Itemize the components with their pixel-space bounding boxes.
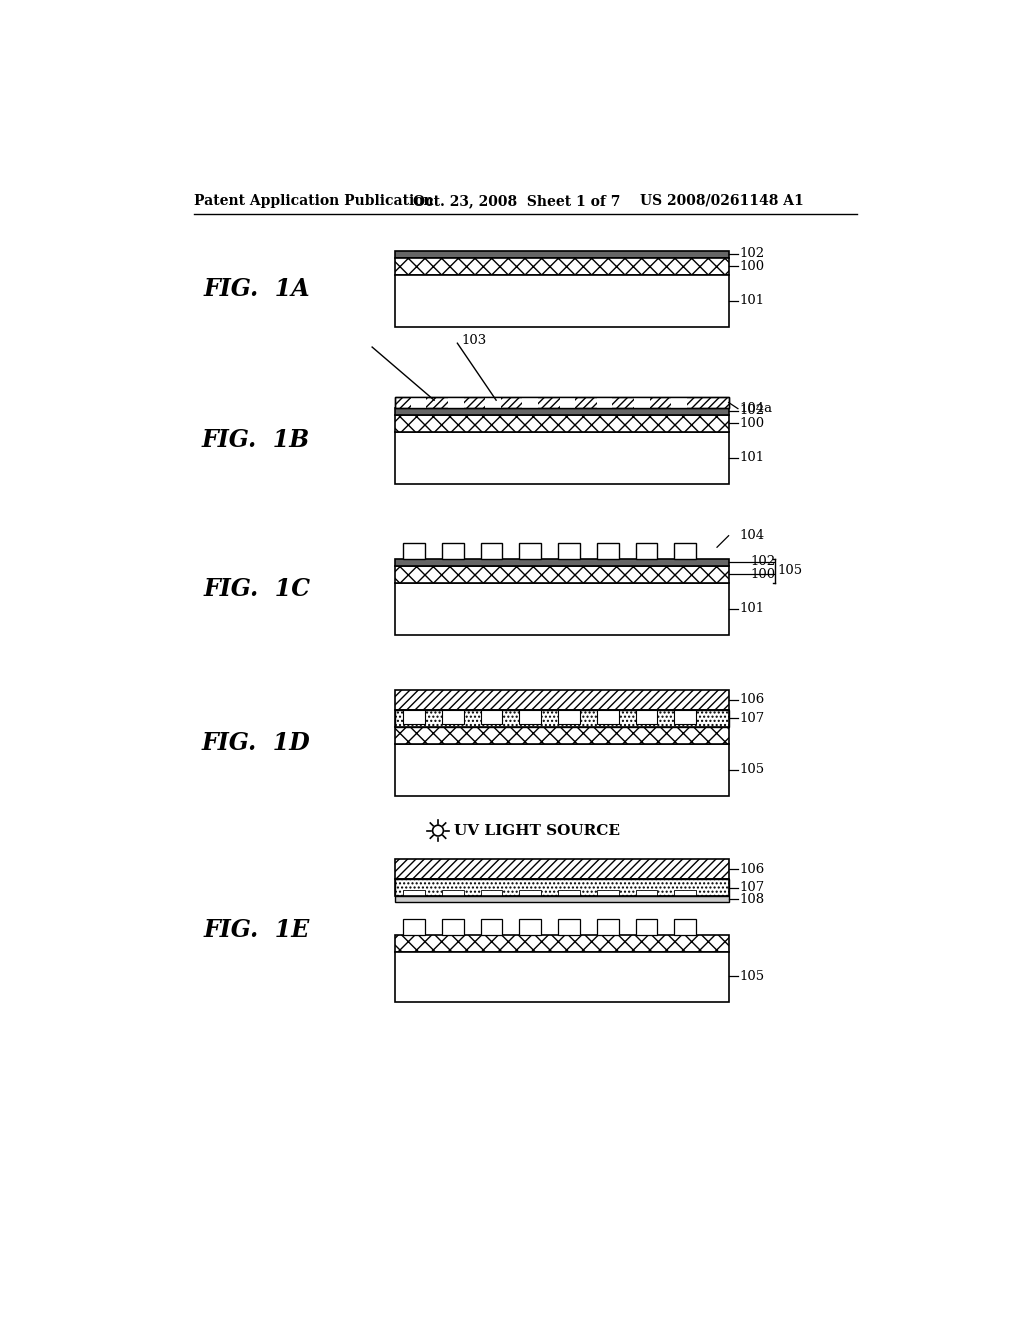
Bar xyxy=(558,890,580,896)
Text: 105: 105 xyxy=(739,763,765,776)
Bar xyxy=(395,582,729,635)
Text: 102: 102 xyxy=(739,247,765,260)
Text: Oct. 23, 2008  Sheet 1 of 7: Oct. 23, 2008 Sheet 1 of 7 xyxy=(414,194,621,207)
Bar xyxy=(636,919,657,935)
Bar xyxy=(558,919,580,935)
Bar xyxy=(395,251,729,257)
Bar xyxy=(597,919,618,935)
Text: FIG.  1D: FIG. 1D xyxy=(202,731,310,755)
Bar xyxy=(395,566,729,582)
Bar xyxy=(395,710,729,726)
Bar xyxy=(403,710,425,723)
Text: 104a: 104a xyxy=(739,403,772,416)
Bar xyxy=(675,544,696,558)
Bar xyxy=(395,743,729,796)
Text: FIG.  1E: FIG. 1E xyxy=(204,917,310,942)
Bar xyxy=(395,896,729,903)
Bar xyxy=(395,935,729,952)
Bar xyxy=(395,689,729,710)
Bar xyxy=(395,859,729,879)
Bar xyxy=(480,710,503,723)
Bar xyxy=(558,710,580,723)
Bar xyxy=(395,275,729,327)
Text: Patent Application Publication: Patent Application Publication xyxy=(194,194,433,207)
Bar xyxy=(522,397,538,408)
Bar xyxy=(411,397,426,408)
Bar xyxy=(519,919,541,935)
Text: 101: 101 xyxy=(739,294,765,308)
Bar xyxy=(485,397,501,408)
Text: 100: 100 xyxy=(739,260,765,273)
Bar xyxy=(597,544,618,558)
Bar xyxy=(636,544,657,558)
Bar xyxy=(395,710,729,726)
Bar xyxy=(636,890,657,896)
Bar xyxy=(597,710,618,723)
Bar xyxy=(442,544,464,558)
Bar xyxy=(634,397,649,408)
Text: 107: 107 xyxy=(739,880,765,894)
Text: UV LIGHT SOURCE: UV LIGHT SOURCE xyxy=(454,824,620,838)
Bar xyxy=(395,414,729,432)
Text: 107: 107 xyxy=(739,711,765,725)
Text: 101: 101 xyxy=(739,451,765,465)
Bar xyxy=(395,879,729,896)
Bar xyxy=(403,890,425,896)
Text: 102: 102 xyxy=(751,556,775,569)
Text: 100: 100 xyxy=(751,568,775,581)
Text: 108: 108 xyxy=(739,892,765,906)
Text: US 2008/0261148 A1: US 2008/0261148 A1 xyxy=(640,194,803,207)
Text: 105: 105 xyxy=(739,970,765,982)
Text: 100: 100 xyxy=(739,417,765,430)
Bar xyxy=(395,397,729,408)
Bar xyxy=(480,544,503,558)
Text: 102: 102 xyxy=(739,404,765,417)
Bar xyxy=(558,544,580,558)
Bar xyxy=(395,726,729,743)
Text: FIG.  1B: FIG. 1B xyxy=(202,428,310,453)
Bar xyxy=(395,952,729,1002)
Bar xyxy=(395,257,729,275)
Bar xyxy=(395,408,729,414)
Bar xyxy=(442,919,464,935)
Bar xyxy=(675,919,696,935)
Bar xyxy=(395,397,729,408)
Bar xyxy=(449,397,464,408)
Bar xyxy=(480,919,503,935)
Bar xyxy=(442,710,464,723)
Text: FIG.  1A: FIG. 1A xyxy=(204,276,310,301)
Bar xyxy=(403,544,425,558)
Bar xyxy=(675,710,696,723)
Bar xyxy=(519,710,541,723)
Bar xyxy=(636,710,657,723)
Text: 104: 104 xyxy=(739,529,765,543)
Bar xyxy=(672,397,687,408)
Bar xyxy=(395,558,729,566)
Text: 101: 101 xyxy=(739,602,765,615)
Text: 106: 106 xyxy=(739,693,765,706)
Bar xyxy=(403,919,425,935)
Bar xyxy=(560,397,575,408)
Text: FIG.  1C: FIG. 1C xyxy=(203,577,310,601)
Bar xyxy=(395,432,729,484)
Bar xyxy=(480,890,503,896)
Bar xyxy=(519,890,541,896)
Text: 103: 103 xyxy=(461,334,486,347)
Bar xyxy=(442,890,464,896)
Bar xyxy=(597,890,618,896)
Text: 106: 106 xyxy=(739,862,765,875)
Text: 105: 105 xyxy=(777,564,803,577)
Bar xyxy=(395,879,729,896)
Bar xyxy=(675,890,696,896)
Bar xyxy=(519,544,541,558)
Bar xyxy=(597,397,612,408)
